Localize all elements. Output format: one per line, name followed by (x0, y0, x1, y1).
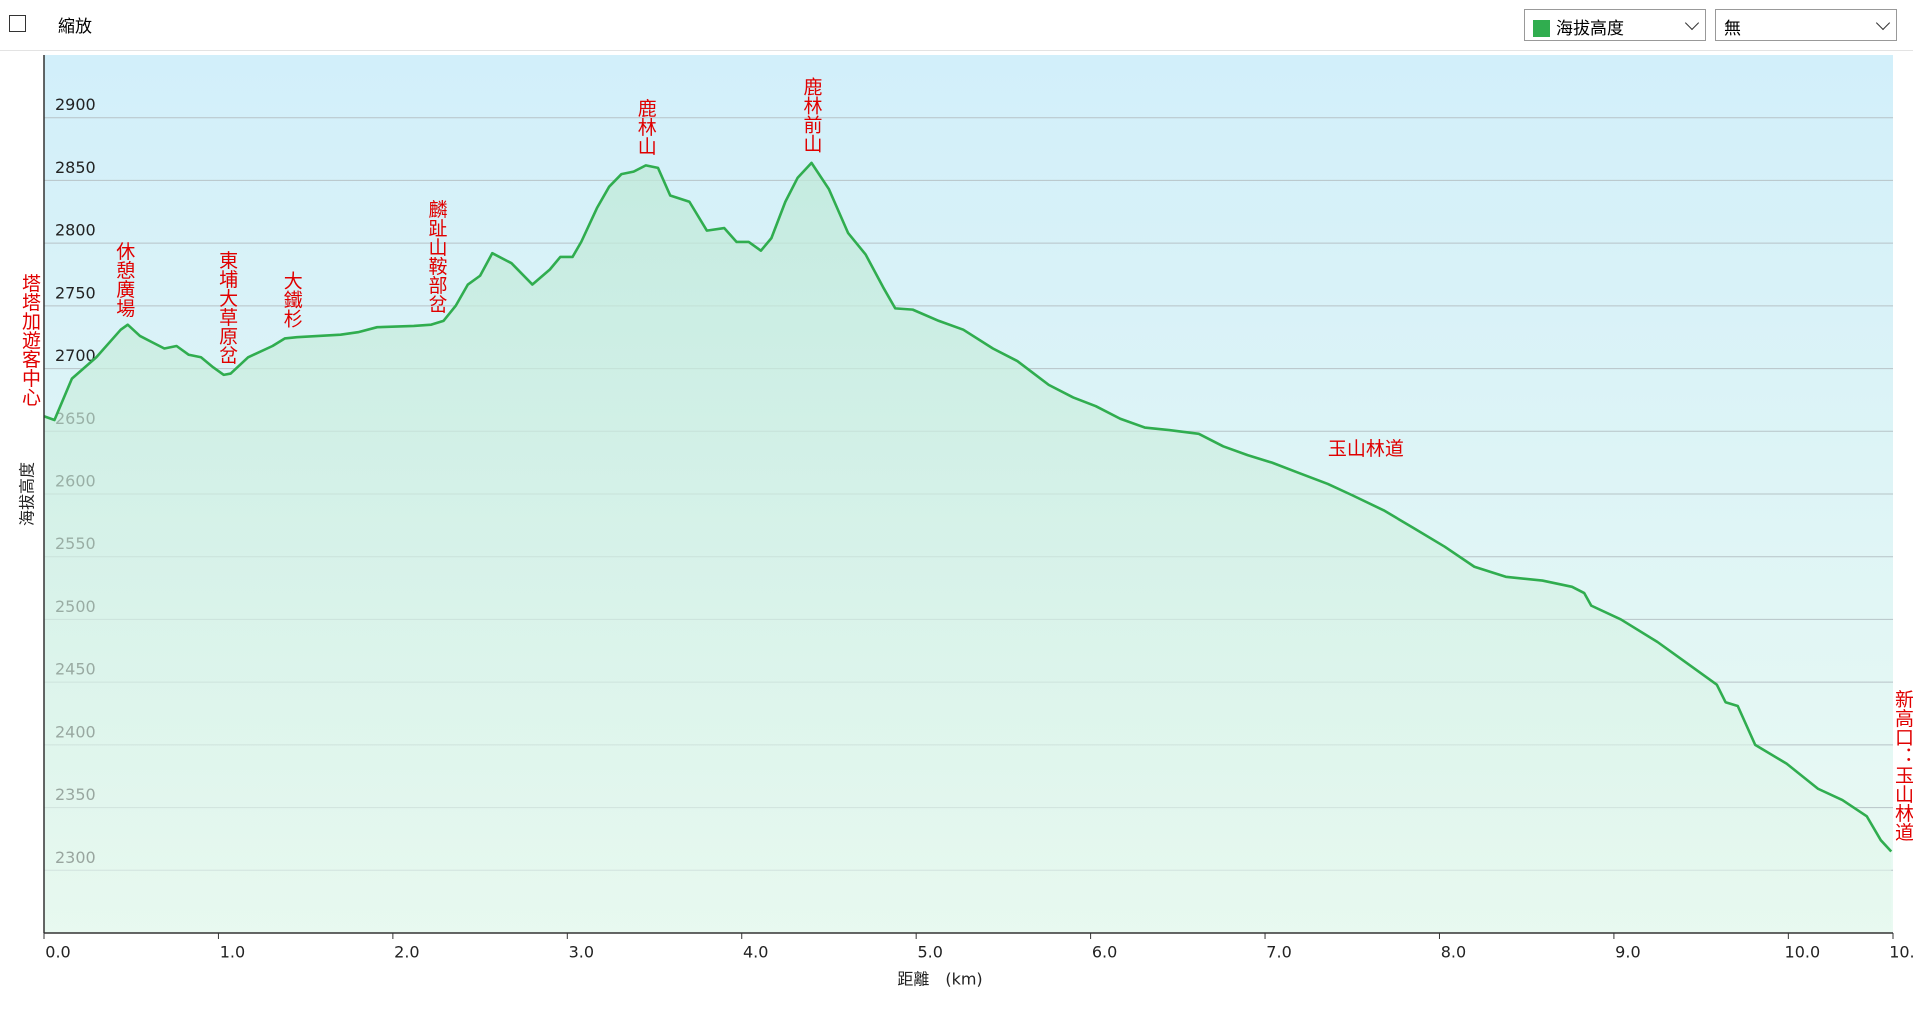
x-tick-label: 7.0 (1266, 943, 1291, 962)
y-tick-label: 2850 (55, 158, 96, 177)
waypoint-label: 大鐵杉 (281, 270, 303, 327)
overlay-select[interactable]: 無 (1715, 9, 1897, 41)
series-select[interactable]: 海拔高度 (1524, 9, 1706, 41)
area (44, 162, 1892, 934)
waypoint-label: 塔塔加遊客中心 (19, 273, 41, 406)
x-axis-label: 距離 (km) (897, 970, 982, 989)
waypoint-label: 新高口：玉山林道 (1892, 689, 1913, 841)
y-tick-label: 2900 (55, 95, 96, 114)
zoom-checkbox[interactable] (9, 15, 26, 32)
x-tick-label: 4.0 (743, 943, 768, 962)
y-axis-label: 海拔高度 (18, 462, 37, 526)
x-tick-label: 5.0 (917, 943, 942, 962)
x-tick-label: 3.0 (569, 943, 594, 962)
series-swatch (1533, 20, 1550, 37)
x-tick-label: 0.0 (45, 943, 70, 962)
x-tick-label: 10.0 (1785, 943, 1821, 962)
y-tick-label: 2700 (55, 346, 96, 365)
waypoint-label: 麟趾山鞍部岔 (425, 199, 447, 313)
x-tick-label: 10.6 (1889, 943, 1913, 962)
line (43, 161, 1893, 853)
chart: 距離 (km) 海拔高度 230023502400245025002550260… (18, 55, 1913, 989)
series-select-text: 海拔高度 (1556, 19, 1624, 39)
zoom-label: 縮放 (58, 17, 92, 37)
y-tick-label: 2750 (55, 283, 96, 302)
x-tick-label: 2.0 (394, 943, 419, 962)
toolbar: 縮放 海拔高度 無 (0, 0, 1913, 51)
waypoint-label: 休憩廣場 (113, 241, 135, 318)
x-tick-label: 8.0 (1441, 943, 1466, 962)
waypoint-label: 東埔大草原岔 (216, 250, 238, 364)
waypoint-label: 鹿林前山 (801, 77, 823, 153)
x-tick-label: 6.0 (1092, 943, 1117, 962)
waypoint-label: 鹿林山 (635, 98, 657, 155)
x-tick-label: 9.0 (1615, 943, 1640, 962)
x-tick-label: 1.0 (220, 943, 245, 962)
y-tick-label: 2800 (55, 221, 96, 240)
waypoint-label: 玉山林道 (1328, 438, 1404, 460)
overlay-select-text: 無 (1724, 19, 1741, 39)
